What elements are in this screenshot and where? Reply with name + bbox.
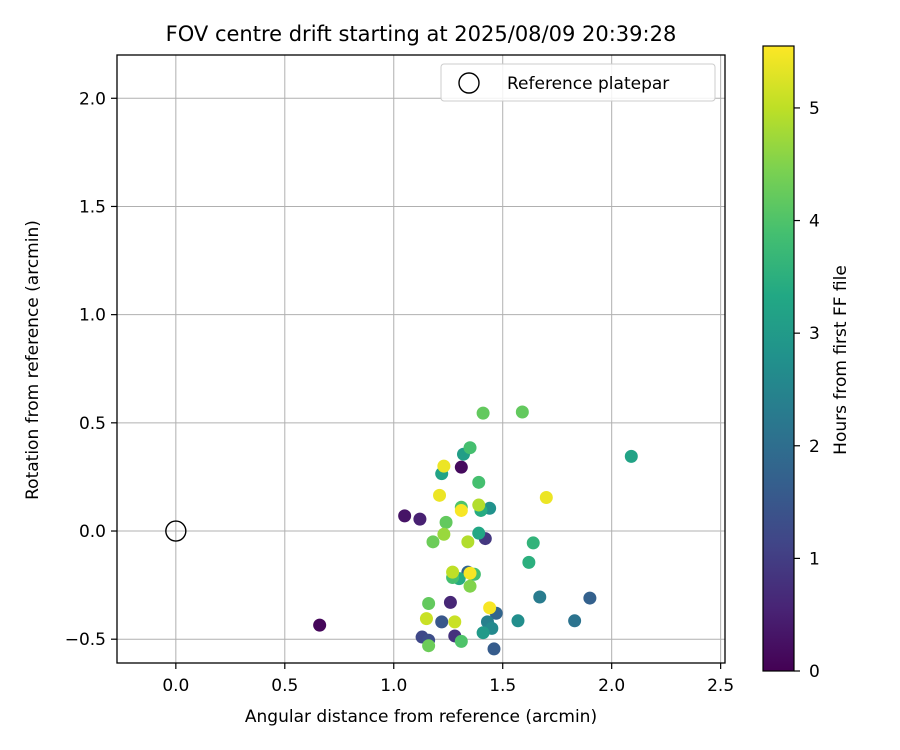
plot-frame bbox=[116, 54, 726, 664]
data-points bbox=[313, 405, 638, 656]
y-axis-ticks: −0.5 0.0 0.5 1.0 1.5 2.0 bbox=[65, 89, 117, 650]
chart-title: FOV centre drift starting at 2025/08/09 … bbox=[166, 22, 677, 46]
legend: Reference platepar bbox=[440, 63, 716, 102]
data-point bbox=[461, 535, 475, 549]
data-point bbox=[422, 639, 436, 653]
colorbar-tick-label: 1 bbox=[809, 549, 820, 569]
colorbar-tick-label: 2 bbox=[809, 437, 820, 457]
data-point bbox=[624, 449, 638, 463]
data-point bbox=[463, 566, 477, 580]
data-point bbox=[413, 512, 427, 526]
grid bbox=[117, 55, 725, 663]
y-tick-label: 2.0 bbox=[79, 89, 106, 109]
data-point bbox=[476, 406, 490, 420]
data-point bbox=[454, 460, 468, 474]
data-point bbox=[483, 601, 497, 615]
data-point bbox=[437, 527, 451, 541]
x-tick-label: 2.0 bbox=[598, 676, 625, 696]
data-point bbox=[433, 488, 447, 502]
data-point bbox=[539, 490, 553, 504]
data-point bbox=[472, 475, 486, 489]
data-point bbox=[437, 459, 451, 473]
y-axis-label: Rotation from reference (arcmin) bbox=[23, 220, 43, 500]
colorbar-tick-label: 0 bbox=[809, 662, 820, 682]
data-point bbox=[472, 526, 486, 540]
colorbar-ticks: 0 1 2 3 4 5 bbox=[794, 99, 820, 682]
y-tick-label: 1.5 bbox=[79, 197, 106, 217]
data-point bbox=[511, 614, 525, 628]
y-tick-label: 0.5 bbox=[79, 414, 106, 434]
x-axis-ticks: 0.0 0.5 1.0 1.5 2.0 2.5 bbox=[162, 663, 734, 696]
x-axis-label: Angular distance from reference (arcmin) bbox=[245, 707, 597, 727]
data-point bbox=[435, 615, 449, 629]
data-point bbox=[583, 591, 597, 605]
data-point bbox=[439, 515, 453, 529]
data-point bbox=[522, 555, 536, 569]
colorbar-tick-label: 3 bbox=[809, 324, 820, 344]
data-point bbox=[463, 579, 477, 593]
data-point bbox=[422, 596, 436, 610]
reference-marker-layer bbox=[165, 520, 187, 542]
y-tick-label: 0.0 bbox=[79, 522, 106, 542]
data-point bbox=[426, 535, 440, 549]
data-point bbox=[313, 618, 327, 632]
data-point bbox=[526, 536, 540, 550]
legend-marker-icon bbox=[458, 72, 480, 94]
data-point bbox=[568, 614, 582, 628]
data-point bbox=[398, 509, 412, 523]
data-point bbox=[448, 615, 462, 629]
data-point bbox=[419, 612, 433, 626]
data-point bbox=[515, 405, 529, 419]
data-point bbox=[446, 565, 460, 579]
colorbar: 0 1 2 3 4 5 Hours from first FF file bbox=[762, 45, 851, 682]
data-point bbox=[443, 595, 457, 609]
legend-label: Reference platepar bbox=[507, 74, 669, 94]
data-point bbox=[463, 441, 477, 455]
reference-platepar-marker bbox=[165, 520, 187, 542]
colorbar-tick-label: 5 bbox=[809, 99, 820, 119]
colorbar-tick-label: 4 bbox=[809, 212, 820, 232]
data-point bbox=[454, 634, 468, 648]
x-tick-label: 1.0 bbox=[380, 676, 407, 696]
legend-box bbox=[440, 63, 716, 102]
data-point bbox=[476, 626, 490, 640]
x-tick-label: 0.5 bbox=[271, 676, 298, 696]
x-tick-label: 1.5 bbox=[489, 676, 516, 696]
data-point bbox=[533, 590, 547, 604]
x-tick-label: 2.5 bbox=[707, 676, 734, 696]
data-point bbox=[472, 498, 486, 512]
x-tick-label: 0.0 bbox=[162, 676, 189, 696]
y-tick-label: 1.0 bbox=[79, 306, 106, 326]
colorbar-gradient bbox=[762, 45, 795, 672]
y-tick-label: −0.5 bbox=[65, 630, 106, 650]
data-point bbox=[487, 642, 501, 656]
data-point bbox=[454, 503, 468, 517]
colorbar-label: Hours from first FF file bbox=[831, 265, 851, 455]
